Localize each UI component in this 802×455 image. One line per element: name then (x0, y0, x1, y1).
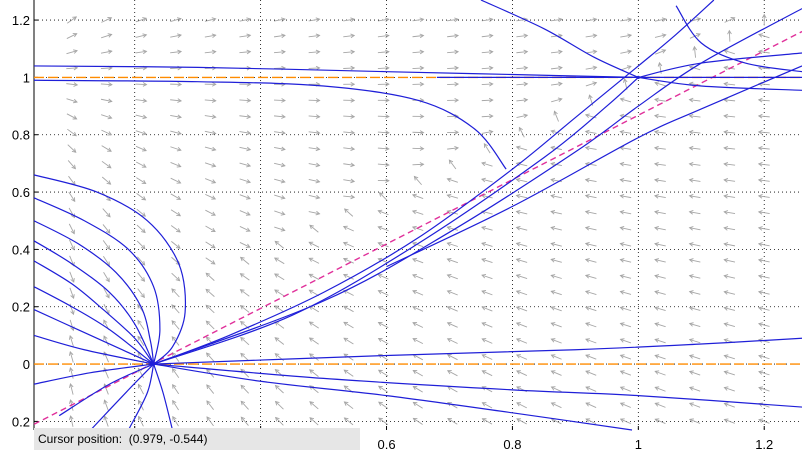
cursor-position-value: (0.979, -0.544) (129, 432, 208, 446)
y-tick-label: 1 (23, 70, 30, 85)
x-tick-label: 1.2 (755, 437, 773, 452)
direction-arrow (379, 193, 387, 201)
y-tick-label: 0.6 (12, 185, 30, 200)
direction-arrow (170, 68, 181, 69)
direction-arrow (309, 68, 320, 69)
trajectory-curve (34, 66, 638, 77)
trajectory-curve (34, 198, 160, 364)
direction-arrow (343, 68, 354, 69)
equilibrium-point (152, 362, 155, 365)
direction-arrow (276, 402, 284, 410)
trajectory-curve (154, 364, 802, 407)
direction-arrow (206, 321, 214, 329)
equilibrium-point (637, 76, 640, 79)
tick-labels: 0.200.20.40.60.811.20.40.60.811.2 (12, 13, 773, 452)
trajectory-curve (34, 241, 154, 364)
y-tick-label: 0 (23, 357, 30, 372)
trajectory-curve (154, 364, 173, 430)
cursor-position-label: Cursor position: (38, 432, 122, 446)
trajectory-curve (34, 364, 154, 384)
trajectory-curve (34, 261, 154, 364)
trajectory-curve (154, 77, 639, 364)
direction-field (66, 15, 769, 427)
trajectory-curve (154, 9, 802, 364)
direction-arrow (729, 31, 730, 42)
trajectory-curve (154, 338, 802, 364)
direction-arrow (241, 369, 249, 377)
x-tick-label: 1 (635, 437, 642, 452)
y-tick-label: 0.4 (12, 242, 30, 257)
trajectory-curve (676, 6, 802, 72)
cursor-position-bar: Cursor position: (0.979, -0.544) (34, 428, 360, 450)
trajectory-curve (34, 310, 154, 364)
trajectories (34, 0, 802, 430)
trajectory-curve (481, 0, 638, 77)
direction-arrow (137, 241, 145, 249)
trajectory-curve (34, 175, 185, 364)
y-tick-label: 0.2 (12, 414, 30, 429)
trajectory-curve (387, 66, 802, 267)
y-tick-label: 0.8 (12, 128, 30, 143)
trajectory-curve (34, 80, 506, 169)
x-tick-label: 0.6 (377, 437, 395, 452)
trajectory-curve (154, 0, 714, 364)
trajectory-curve (154, 364, 632, 430)
y-tick-label: 1.2 (12, 13, 30, 28)
direction-arrow (274, 100, 285, 101)
trajectory-curve (34, 221, 154, 364)
x-tick-label: 0.8 (503, 437, 521, 452)
y-tick-label: 0.2 (12, 300, 30, 315)
trajectory-curve (91, 364, 154, 430)
